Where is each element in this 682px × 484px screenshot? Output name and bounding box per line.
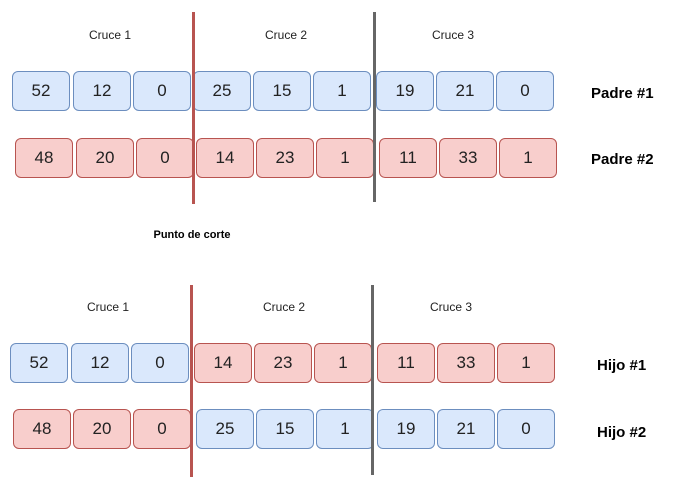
- child1-gene-5: 23: [254, 343, 312, 383]
- cut-line-2-bottom: [371, 285, 374, 475]
- cut-line-2-top: [373, 12, 376, 202]
- parent1-gene-2: 12: [73, 71, 131, 111]
- child-2-label: Hijo #2: [597, 424, 647, 441]
- child2-gene-9: 0: [497, 409, 555, 449]
- child2-gene-7: 19: [377, 409, 435, 449]
- parent1-gene-8: 21: [436, 71, 494, 111]
- child1-gene-4: 14: [194, 343, 252, 383]
- child2-gene-1: 48: [13, 409, 71, 449]
- child1-gene-3: 0: [131, 343, 189, 383]
- parent1-gene-9: 0: [496, 71, 554, 111]
- parent1-gene-1: 52: [12, 71, 70, 111]
- parent2-gene-9: 1: [499, 138, 557, 178]
- parent1-gene-7: 19: [376, 71, 434, 111]
- parent2-gene-7: 11: [379, 138, 437, 178]
- segment-label-2-bottom: Cruce 2: [262, 300, 306, 314]
- child2-gene-5: 15: [256, 409, 314, 449]
- parent2-gene-3: 0: [136, 138, 194, 178]
- cut-line-1-bottom: [190, 285, 193, 477]
- parent2-gene-2: 20: [76, 138, 134, 178]
- parent-1-label: Padre #1: [591, 85, 654, 102]
- child2-gene-6: 1: [316, 409, 374, 449]
- child1-gene-8: 33: [437, 343, 495, 383]
- child1-gene-9: 1: [497, 343, 555, 383]
- parent1-gene-3: 0: [133, 71, 191, 111]
- child2-gene-2: 20: [73, 409, 131, 449]
- child1-gene-1: 52: [10, 343, 68, 383]
- parent1-gene-4: 25: [193, 71, 251, 111]
- segment-label-3-bottom: Cruce 3: [429, 300, 473, 314]
- child-1-label: Hijo #1: [597, 357, 647, 374]
- child1-gene-7: 11: [377, 343, 435, 383]
- parent2-gene-4: 14: [196, 138, 254, 178]
- child2-gene-3: 0: [133, 409, 191, 449]
- child2-gene-8: 21: [437, 409, 495, 449]
- cut-point-label: Punto de corte: [153, 229, 231, 241]
- parent2-gene-5: 23: [256, 138, 314, 178]
- segment-label-1-bottom: Cruce 1: [86, 300, 130, 314]
- segment-label-2-top: Cruce 2: [264, 28, 308, 42]
- child1-gene-6: 1: [314, 343, 372, 383]
- segment-label-1-top: Cruce 1: [88, 28, 132, 42]
- parent1-gene-5: 15: [253, 71, 311, 111]
- parent2-gene-1: 48: [15, 138, 73, 178]
- parent2-gene-8: 33: [439, 138, 497, 178]
- parent2-gene-6: 1: [316, 138, 374, 178]
- child2-gene-4: 25: [196, 409, 254, 449]
- child1-gene-2: 12: [71, 343, 129, 383]
- segment-label-3-top: Cruce 3: [431, 28, 475, 42]
- parent-2-label: Padre #2: [591, 151, 654, 168]
- parent1-gene-6: 1: [313, 71, 371, 111]
- cut-line-1-top: [192, 12, 195, 204]
